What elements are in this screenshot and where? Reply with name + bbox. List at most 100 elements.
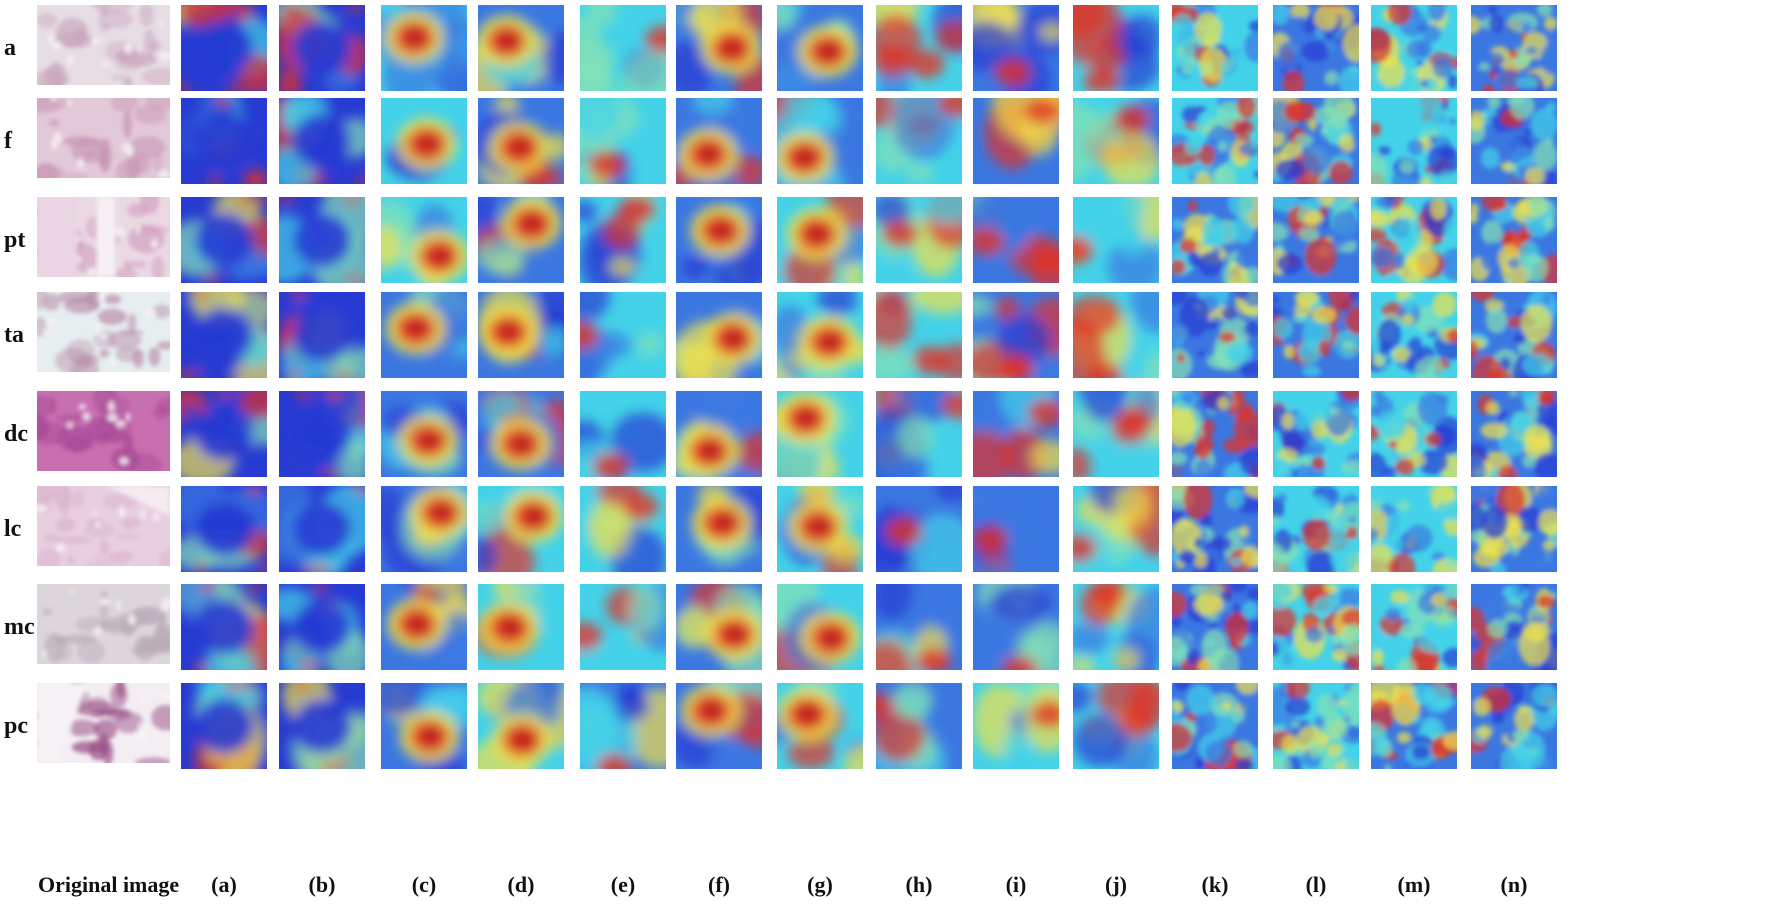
heatmap-tile [1471,5,1557,91]
column-label: (l) [1305,872,1327,897]
heatmap-tile [1172,98,1258,184]
heatmap-cell [973,391,1059,477]
original-image [37,683,170,763]
heatmap-cell [876,486,962,572]
heatmap-tile [478,98,564,184]
original-tissue-tile [37,292,170,372]
heatmap-tile [1371,5,1457,91]
heatmap-cell [478,584,564,670]
heatmap-cell [1172,292,1258,378]
heatmap-cell [1371,584,1457,670]
heatmap-tile [580,5,666,91]
heatmap-tile [1273,391,1359,477]
heatmap-cell [876,683,962,769]
heatmap-cell [1273,5,1359,91]
heatmap-cell [478,683,564,769]
heatmap-cell [676,292,762,378]
heatmap-cell [1073,98,1159,184]
heatmap-cell [181,5,267,91]
heatmap-cell [777,486,863,572]
heatmap-tile [279,486,365,572]
heatmap-cell [777,5,863,91]
heatmap-tile [676,584,762,670]
heatmap-cell [1172,683,1258,769]
heatmap-cell [1371,5,1457,91]
heatmap-cell [1471,683,1557,769]
heatmap-cell [381,584,467,670]
heatmap-tile [1471,98,1557,184]
heatmap-cell [478,486,564,572]
heatmap-cell [1273,683,1359,769]
heatmap-cell [279,683,365,769]
heatmap-cell [1273,98,1359,184]
heatmap-cell [279,5,365,91]
heatmap-tile [1273,5,1359,91]
heatmap-cell [1471,98,1557,184]
heatmap-cell [1371,292,1457,378]
heatmap-tile [1471,584,1557,670]
heatmap-cell [381,5,467,91]
original-image [37,486,170,566]
heatmap-tile [777,292,863,378]
heatmap-cell [876,197,962,283]
heatmap-tile [478,5,564,91]
heatmap-cell [777,683,863,769]
heatmap-tile [876,5,962,91]
heatmap-tile [478,683,564,769]
column-label: (a) [211,872,237,897]
heatmap-cell [1073,391,1159,477]
heatmap-cell [580,98,666,184]
heatmap-cell [676,5,762,91]
heatmap-cell [1073,292,1159,378]
heatmap-tile [580,391,666,477]
heatmap-tile [181,197,267,283]
heatmap-tile [580,197,666,283]
heatmap-tile [777,197,863,283]
original-tissue-tile [37,197,170,277]
heatmap-tile [1371,584,1457,670]
heatmap-tile [279,584,365,670]
heatmap-cell [1172,584,1258,670]
heatmap-tile [1273,98,1359,184]
heatmap-cell [1073,486,1159,572]
heatmap-cell [876,98,962,184]
original-tissue-tile [37,391,170,471]
heatmap-tile [1073,486,1159,572]
heatmap-cell [279,391,365,477]
column-label: (c) [411,872,437,897]
row-label: ta [4,322,24,348]
heatmap-cell [676,391,762,477]
heatmap-cell [181,292,267,378]
heatmap-cell [279,584,365,670]
heatmap-tile [1073,5,1159,91]
original-tissue-tile [37,584,170,664]
heatmap-tile [1273,292,1359,378]
original-image [37,391,170,471]
heatmap-cell [1273,197,1359,283]
heatmap-tile [1172,197,1258,283]
heatmap-tile [381,486,467,572]
heatmap-cell [1172,197,1258,283]
heatmap-cell [381,292,467,378]
heatmap-tile [478,197,564,283]
heatmap-tile [1073,584,1159,670]
heatmap-cell [973,584,1059,670]
heatmap-tile [1371,292,1457,378]
heatmap-tile [181,5,267,91]
heatmap-tile [876,391,962,477]
column-label: (m) [1397,872,1431,897]
heatmap-tile [1371,486,1457,572]
heatmap-tile [580,584,666,670]
heatmap-tile [1073,292,1159,378]
heatmap-tile [181,292,267,378]
heatmap-tile [973,391,1059,477]
heatmap-tile [973,197,1059,283]
heatmap-cell [1073,197,1159,283]
heatmap-tile [1471,683,1557,769]
column-label: (i) [1005,872,1027,897]
heatmap-cell [1471,486,1557,572]
heatmap-tile [973,584,1059,670]
heatmap-tile [676,292,762,378]
heatmap-cell [1371,391,1457,477]
heatmap-tile [1273,486,1359,572]
